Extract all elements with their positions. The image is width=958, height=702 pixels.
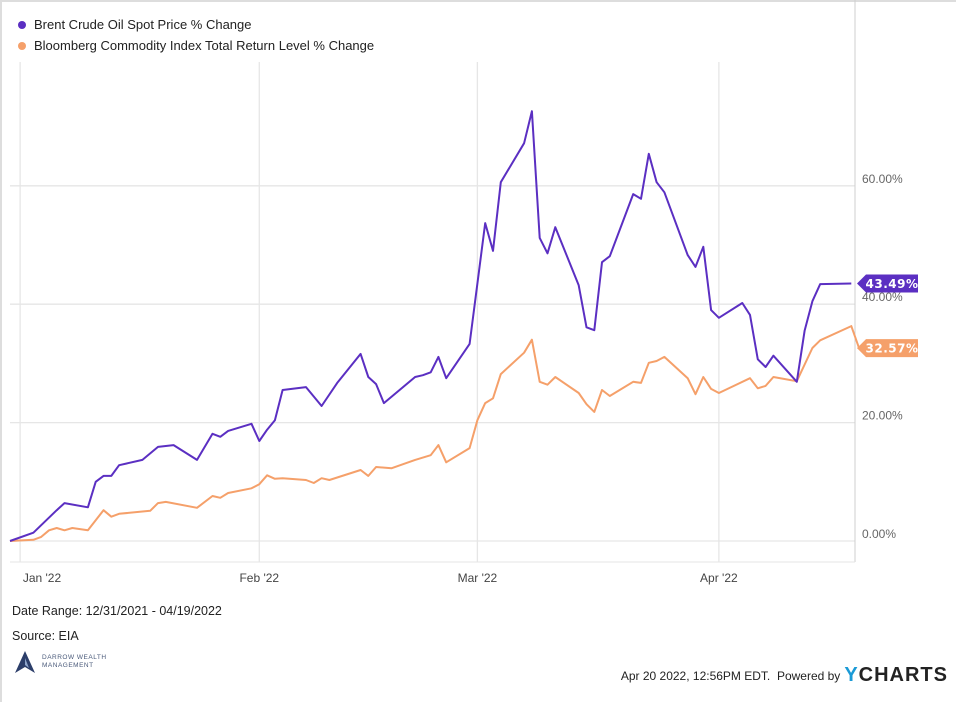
footer-stamp: Apr 20 2022, 12:56PM EDT. Powered by YCH… [621, 664, 948, 687]
date-range: Date Range: 12/31/2021 - 04/19/2022 [12, 604, 222, 618]
bloomberg-dot-icon [18, 41, 26, 50]
last-value-label: 32.57% [866, 342, 919, 356]
legend: Brent Crude Oil Spot Price % Change Bloo… [18, 14, 374, 56]
x-tick-label: Feb '22 [239, 571, 279, 585]
x-tick-label: Mar '22 [458, 571, 498, 585]
last-value-label: 43.49% [866, 277, 919, 291]
darrow-logo-icon [15, 651, 35, 673]
y-tick-label: 40.00% [862, 290, 903, 304]
y-tick-label: 20.00% [862, 409, 903, 423]
series-line [9, 110, 852, 542]
y-tick-label: 60.00% [862, 172, 903, 186]
x-tick-label: Jan '22 [23, 571, 62, 585]
logo-line1: DARROW WEALTH [42, 654, 107, 661]
series-line [9, 325, 861, 542]
darrow-logo: DARROW WEALTH MANAGEMENT [14, 650, 107, 674]
brent-dot-icon [18, 20, 26, 29]
legend-label: Bloomberg Commodity Index Total Return L… [34, 38, 375, 53]
source: Source: EIA [12, 629, 79, 643]
powered-by: Powered by [776, 668, 841, 683]
timestamp: Apr 20 2022, 12:56PM EDT. [620, 668, 771, 683]
y-tick-label: 0.00% [862, 527, 896, 541]
legend-item-bloomberg[interactable]: Bloomberg Commodity Index Total Return L… [18, 35, 374, 56]
last-value-flag [857, 274, 918, 293]
x-tick-label: Apr '22 [700, 571, 738, 585]
ycharts-logo[interactable]: YCHARTS [844, 664, 948, 686]
last-value-flag [857, 339, 918, 358]
legend-label: Brent Crude Oil Spot Price % Change [34, 17, 252, 32]
legend-item-brent[interactable]: Brent Crude Oil Spot Price % Change [18, 14, 374, 35]
logo-line2: MANAGEMENT [42, 662, 94, 669]
